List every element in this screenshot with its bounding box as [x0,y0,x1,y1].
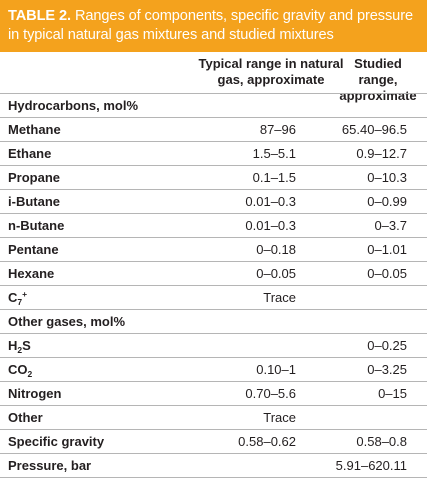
column-header-studied: Studied range, approximate [339,56,417,103]
section-label-other-gases: Other gases, mol% [8,314,126,329]
cell-other-typical: Trace [263,410,296,425]
cell-nbutane-studied: 0–3.7 [374,218,407,233]
cell-ibutane-typical: 0.01–0.3 [245,194,296,209]
cell-specific-gravity-typical: 0.58–0.62 [238,434,296,449]
c7plus-superscript: + [22,289,28,299]
c7plus-subscript: 7 [17,297,23,307]
row-label-co2: CO2 [8,362,32,378]
row-label-methane: Methane [8,122,61,137]
divider [0,93,427,94]
row-label-propane: Propane [8,170,61,185]
cell-h2s-studied: 0–0.25 [367,338,407,353]
c7plus-main: C [8,290,18,305]
cell-hexane-typical: 0–0.05 [256,266,296,281]
cell-c7plus-typical: Trace [263,290,296,305]
row-label-nbutane: n-Butane [8,218,65,233]
h2s-main: H [8,338,18,353]
co2-main: CO [8,362,28,377]
cell-co2-studied: 0–3.25 [367,362,407,377]
cell-pentane-typical: 0–0.18 [256,242,296,257]
divider [0,117,427,118]
divider [0,237,427,238]
divider [0,429,427,430]
row-label-ibutane: i-Butane [8,194,60,209]
cell-methane-studied: 65.40–96.5 [341,122,407,137]
row-label-h2s: H2S [8,338,31,354]
cell-ethane-studied: 0.9–12.7 [356,146,407,161]
row-label-hexane: Hexane [8,266,55,281]
divider [0,261,427,262]
cell-nitrogen-studied: 0–15 [378,386,407,401]
row-label-other: Other [8,410,43,425]
cell-propane-studied: 0–10.3 [367,170,407,185]
divider [0,477,427,478]
row-label-ethane: Ethane [8,146,52,161]
cell-nbutane-typical: 0.01–0.3 [245,218,296,233]
co2-subscript: 2 [27,369,33,379]
divider [0,165,427,166]
row-label-pentane: Pentane [8,242,59,257]
cell-methane-typical: 87–96 [259,122,296,137]
row-label-pressure: Pressure, bar [8,458,92,473]
row-label-nitrogen: Nitrogen [8,386,62,401]
table-number: TABLE 2. [8,8,71,24]
divider [0,405,427,406]
row-label-c7plus: C7+ [8,289,28,307]
cell-propane-typical: 0.1–1.5 [252,170,296,185]
divider [0,213,427,214]
cell-pressure-studied: 5.91–620.11 [335,458,407,473]
divider [0,453,427,454]
row-label-specific-gravity: Specific gravity [8,434,105,449]
divider [0,381,427,382]
cell-ethane-typical: 1.5–5.1 [252,146,296,161]
section-label-hydrocarbons: Hydrocarbons, mol% [8,98,139,113]
divider [0,357,427,358]
table-title: TABLE 2. Ranges of components, specific … [0,0,427,52]
cell-co2-typical: 0.10–1 [256,362,296,377]
divider [0,189,427,190]
cell-ibutane-studied: 0–0.99 [367,194,407,209]
divider [0,333,427,334]
divider [0,141,427,142]
cell-pentane-studied: 0–1.01 [367,242,407,257]
column-header-typical: Typical range in natural gas, approximat… [198,56,344,87]
h2s-tail: S [22,338,31,353]
divider [0,309,427,310]
h2s-subscript: 2 [17,345,23,355]
cell-specific-gravity-studied: 0.58–0.8 [356,434,407,449]
divider [0,285,427,286]
table-caption: Ranges of components, specific gravity a… [8,8,413,43]
cell-hexane-studied: 0–0.05 [367,266,407,281]
cell-nitrogen-typical: 0.70–5.6 [245,386,296,401]
